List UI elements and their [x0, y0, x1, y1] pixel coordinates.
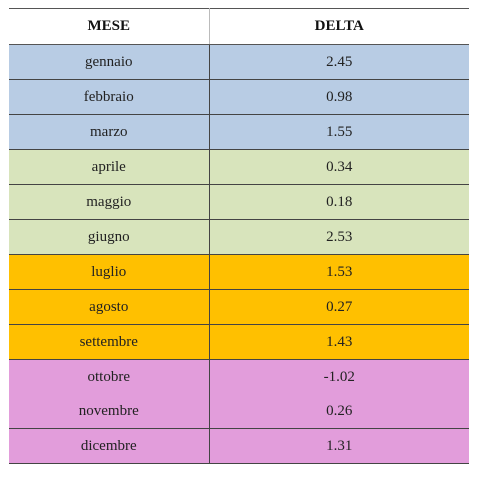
delta-cell: 0.18 [209, 184, 469, 220]
month-cell: dicembre [9, 428, 210, 464]
header-row: MESE DELTA [9, 8, 469, 45]
delta-cell: 0.34 [209, 149, 469, 185]
table-row: agosto 0.27 [9, 289, 469, 325]
table-row: dicembre 1.31 [9, 428, 469, 464]
header-delta: DELTA [209, 8, 469, 45]
delta-cell: 2.53 [209, 219, 469, 255]
month-cell: aprile [9, 149, 210, 185]
table-row: ottobre -1.02 [9, 359, 469, 394]
delta-cell: 2.45 [209, 44, 469, 80]
delta-cell: 1.43 [209, 324, 469, 360]
month-cell: settembre [9, 324, 210, 360]
table-row: febbraio 0.98 [9, 79, 469, 115]
month-cell: giugno [9, 219, 210, 255]
table-row: settembre 1.43 [9, 324, 469, 360]
header-month: MESE [9, 8, 210, 45]
table-row: maggio 0.18 [9, 184, 469, 220]
month-cell: febbraio [9, 79, 210, 115]
table-row: marzo 1.55 [9, 114, 469, 150]
delta-cell: 1.55 [209, 114, 469, 150]
delta-cell: 1.53 [209, 254, 469, 290]
month-cell: marzo [9, 114, 210, 150]
table-row: novembre 0.26 [9, 394, 469, 429]
table-row: luglio 1.53 [9, 254, 469, 290]
month-cell: agosto [9, 289, 210, 325]
monthly-delta-table: MESE DELTA gennaio 2.45 febbraio 0.98 ma… [9, 8, 469, 464]
table-row: aprile 0.34 [9, 149, 469, 185]
delta-cell: 0.98 [209, 79, 469, 115]
delta-cell: 1.31 [209, 428, 469, 464]
table-row: gennaio 2.45 [9, 44, 469, 80]
month-cell: ottobre [9, 359, 210, 394]
month-cell: maggio [9, 184, 210, 220]
month-cell: novembre [9, 394, 210, 429]
delta-cell: -1.02 [209, 359, 469, 394]
month-cell: gennaio [9, 44, 210, 80]
table-row: giugno 2.53 [9, 219, 469, 255]
delta-cell: 0.26 [209, 394, 469, 429]
month-cell: luglio [9, 254, 210, 290]
delta-cell: 0.27 [209, 289, 469, 325]
